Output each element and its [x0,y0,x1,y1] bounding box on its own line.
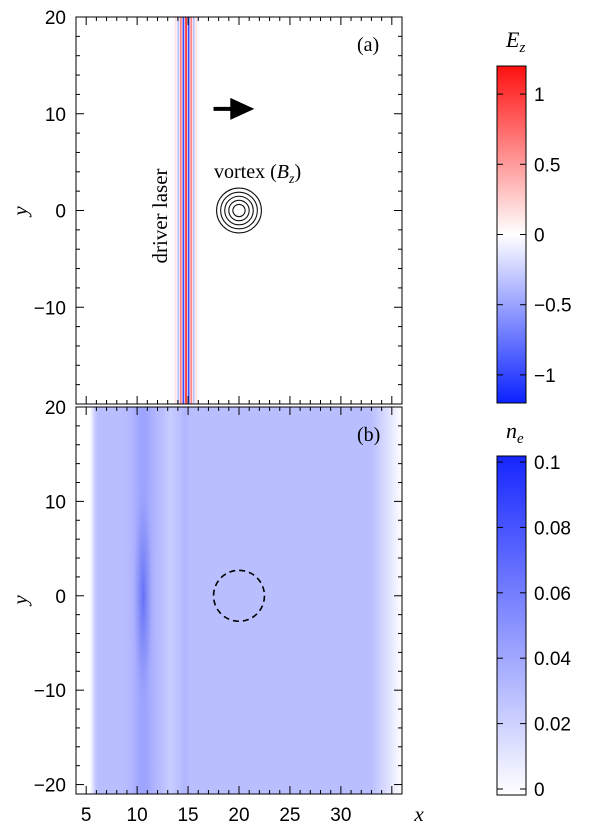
vortex-ring [232,203,246,218]
colorbar-tick-label: 0 [534,780,545,801]
colorbar-tick-label: 0.08 [534,518,571,539]
colorbar-tick-label: −0.5 [534,296,572,317]
colorbar-tick-label: 0.1 [534,453,560,474]
xtick-label: 15 [177,805,198,826]
ytick-label: −20 [34,776,66,797]
xtick-label: 20 [228,805,249,826]
panel-b-xtick-labels: 5 10 15 20 25 30 [81,805,352,826]
panel-b-ylabel: y [8,595,32,607]
colorbar-b-scale [496,455,527,796]
driver-laser-label: driver laser [148,168,172,263]
ytick-label: 20 [45,8,66,29]
colorbar-b-ticks: 0.1 0.08 0.06 0.04 0.02 0 [497,453,571,801]
colorbar-tick-label: 0.5 [534,155,560,176]
colorbar-a-label: Ez [505,27,525,56]
ytick-label: 10 [45,105,66,126]
vortex-rings [216,187,262,234]
colorbar-tick-label: 0 [534,226,545,247]
ytick-label: 10 [45,492,66,513]
panel-b-ytick-labels: 20 10 0 −10 −20 [34,398,66,797]
vortex-label: vortex (Bz) [214,161,301,187]
panel-b-xlabel: x [413,802,424,826]
vortex-region-circle [212,569,266,623]
panel-a-ytick-labels: 20 10 0 −10 [34,8,66,319]
ytick-label: −10 [34,298,66,319]
xtick-label: 10 [127,805,148,826]
colorbar-tick-label: 0.04 [534,649,571,670]
ytick-label: −10 [34,681,66,702]
panel-a-field [172,17,200,404]
density-peak [133,475,154,716]
plasma-density [76,407,402,794]
panel-a: (a) driver laser vortex (Bz) y 20 10 0 −10 [8,8,403,405]
colorbar-a: Ez 1 0.5 0 −0.5 −1 [496,27,572,404]
vortex-ring [224,195,254,226]
xtick-label: 25 [279,805,300,826]
panel-b: (b) y 20 10 0 −10 −20 5 10 15 20 25 30 x [8,398,424,826]
colorbar-tick-label: 0.06 [534,584,571,605]
colorbar-tick-label: 0.02 [534,715,571,736]
colorbar-b-label: ne [506,418,524,447]
propagation-arrow-head [230,97,255,120]
panel-b-ticks [76,406,402,794]
panel-b-field [76,407,402,794]
panel-a-ticks [76,16,402,405]
xtick-label: 5 [81,805,92,826]
xtick-label: 30 [330,805,351,826]
panel-b-label: (b) [357,424,380,446]
vortex-ring [228,199,250,222]
panel-a-label: (a) [357,34,379,56]
panel-a-frame [75,16,403,405]
ytick-label: 0 [55,587,66,608]
vortex-ring [216,187,262,234]
ytick-label: 20 [45,398,66,419]
colorbar-tick-label: −1 [534,366,556,387]
colorbar-tick-label: 1 [534,85,545,106]
colorbar-b: ne 0.1 0.08 0.06 0.04 0.02 0 [496,418,571,801]
colorbar-a-ticks: 1 0.5 0 −0.5 −1 [497,85,572,387]
ytick-label: 0 [55,202,66,223]
vortex-ring [220,191,258,230]
laser-pulse [172,17,200,404]
panel-a-ylabel: y [8,206,32,218]
